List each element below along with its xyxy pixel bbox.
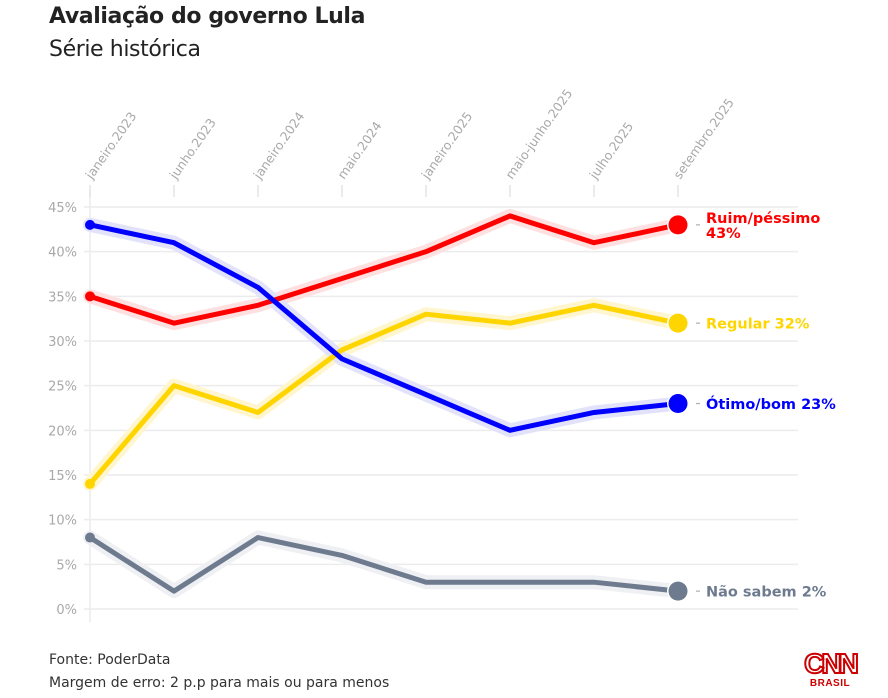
- series-start-point-regular: [85, 478, 95, 489]
- chart-title: Avaliação do governo Lula: [49, 4, 366, 29]
- chart-subtitle: Série histórica: [49, 37, 201, 62]
- source-note: Fonte: PoderData: [49, 652, 171, 668]
- series-line-regular: [88, 302, 679, 486]
- series-end-point-regular: [668, 313, 688, 333]
- y-tick-label: 40%: [48, 246, 77, 261]
- series-end-point-n-o-sabem: [668, 581, 688, 601]
- series-end-label-n-o-sabem: Não sabem 2%: [706, 585, 827, 601]
- series-line-ruim-p-ssimo: [89, 213, 679, 326]
- y-tick-label: 5%: [56, 558, 77, 573]
- x-tick-label: setembro.2025: [670, 95, 737, 181]
- cnn-logo-text: CNN: [803, 648, 860, 679]
- y-tick-label: 35%: [48, 290, 77, 305]
- x-tick-label: junho.2023: [166, 115, 219, 182]
- y-tick-label: 0%: [56, 603, 77, 618]
- x-tick-label: maio-junho.2025: [502, 86, 575, 182]
- series-end-label-ruim-p-ssimo: 43%: [706, 226, 741, 242]
- margin-of-error-note: Margem de erro: 2 p.p para mais ou para …: [49, 675, 390, 691]
- series-end-label-ruim-p-ssimo: Ruim/péssimo: [706, 211, 820, 227]
- y-tick-label: 30%: [48, 335, 77, 350]
- series-halos: [83, 208, 685, 599]
- series-end-label--timo-bom: Ótimo/bom 23%: [706, 395, 836, 413]
- y-tick-label: 10%: [48, 514, 77, 529]
- series-start-point--timo-bom: [85, 219, 95, 230]
- y-tick-label: 15%: [48, 469, 77, 484]
- x-tick-label: janeiro.2023: [82, 109, 140, 183]
- x-tick-label: janeiro.2024: [250, 109, 308, 183]
- x-tick-label: julho.2025: [586, 119, 637, 182]
- y-tick-label: 45%: [48, 201, 77, 216]
- x-axis-ticks: janeiro.2023 junho.2023 janeiro.2024 maio.2…: [82, 86, 737, 182]
- x-tick-label: janeiro.2025: [418, 109, 476, 183]
- y-axis-ticks: 0% 5% 10% 15% 20% 25% 30% 35% 40% 45%: [48, 201, 77, 618]
- cnn-logo-subtext: BRASIL: [809, 678, 851, 689]
- series-lines: [85, 213, 689, 603]
- series-line-n-o-sabem: [88, 535, 679, 594]
- x-tick-label: maio.2024: [334, 119, 384, 182]
- gridlines: [84, 185, 798, 622]
- series-end-point-ruim-p-ssimo: [668, 215, 688, 235]
- cnn-brasil-logo: CNN BRASIL: [800, 648, 860, 694]
- y-tick-label: 20%: [48, 424, 77, 439]
- y-tick-label: 25%: [48, 380, 77, 395]
- series-line--timo-bom: [89, 222, 679, 433]
- series-start-point-n-o-sabem: [85, 532, 95, 543]
- series-end-label-regular: Regular 32%: [706, 317, 810, 333]
- series-start-point-ruim-p-ssimo: [85, 291, 95, 302]
- series-end-point--timo-bom: [668, 394, 688, 414]
